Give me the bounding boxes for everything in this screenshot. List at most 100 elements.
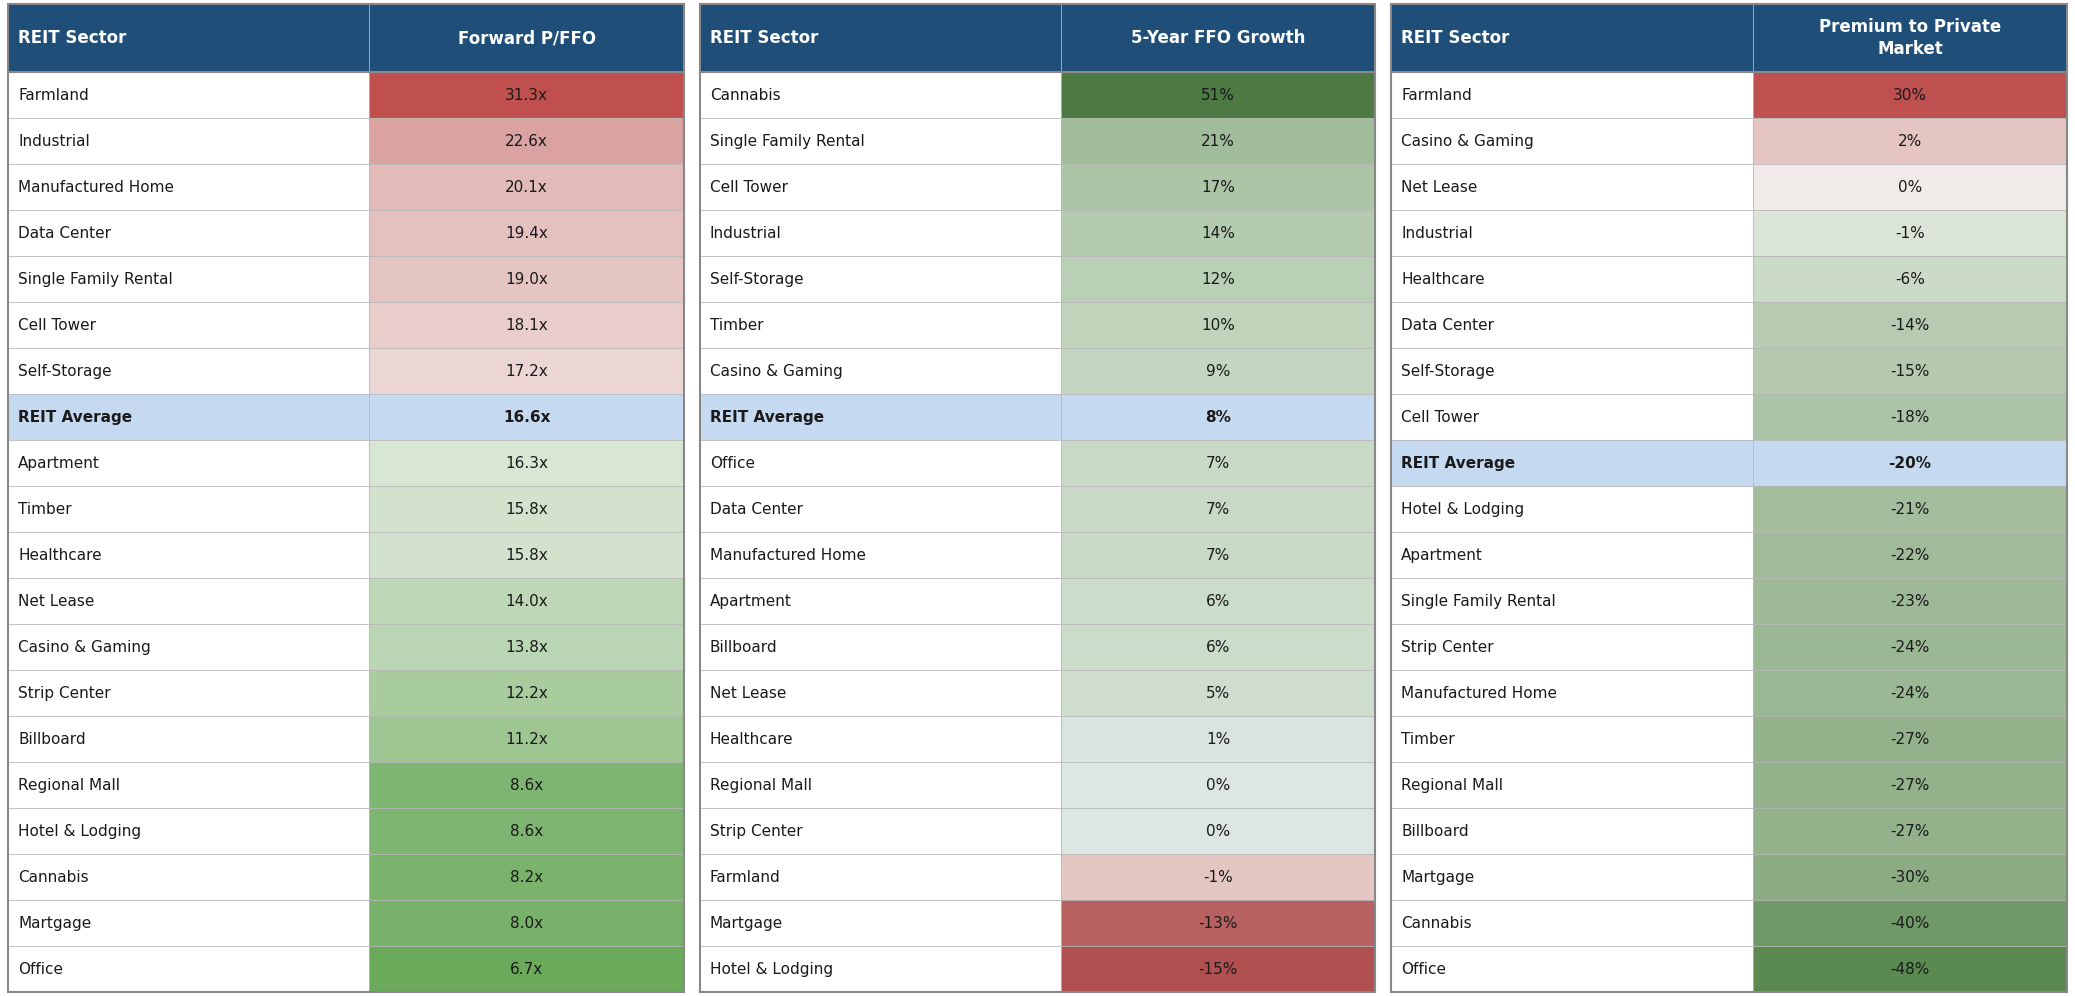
Bar (699, 4, 1060, 72)
Bar (1753, 762, 2067, 808)
Bar (1060, 210, 1376, 256)
Text: Regional Mall: Regional Mall (19, 778, 120, 793)
Bar (1753, 210, 2067, 256)
Text: Cannabis: Cannabis (1401, 915, 1471, 930)
Bar (1392, 302, 1753, 348)
Bar (1753, 72, 2067, 118)
Text: Cannabis: Cannabis (710, 88, 780, 103)
Bar (8, 210, 369, 256)
Bar (8, 72, 369, 118)
Bar (1392, 900, 1753, 946)
Text: 8.6x: 8.6x (510, 824, 544, 839)
Text: Martgage: Martgage (1401, 870, 1475, 884)
Bar (1753, 164, 2067, 210)
Bar (699, 4, 1376, 992)
Text: Office: Office (710, 455, 755, 470)
Bar (8, 624, 369, 670)
Text: Data Center: Data Center (710, 502, 803, 517)
Text: -24%: -24% (1890, 685, 1930, 700)
Bar (369, 394, 683, 440)
Text: 20.1x: 20.1x (504, 179, 548, 194)
Bar (369, 164, 683, 210)
Text: Farmland: Farmland (1401, 88, 1471, 103)
Bar (8, 486, 369, 532)
Text: -30%: -30% (1890, 870, 1930, 884)
Bar (1392, 256, 1753, 302)
Bar (8, 394, 369, 440)
Text: -20%: -20% (1888, 455, 1932, 470)
Bar (369, 716, 683, 762)
Text: -1%: -1% (1204, 870, 1233, 884)
Text: Hotel & Lodging: Hotel & Lodging (1401, 502, 1525, 517)
Bar (1753, 394, 2067, 440)
Bar (1392, 440, 1753, 486)
Bar (369, 4, 683, 72)
Bar (1392, 486, 1753, 532)
Bar (8, 762, 369, 808)
Text: 7%: 7% (1206, 548, 1230, 563)
Bar (8, 716, 369, 762)
Text: Net Lease: Net Lease (19, 594, 93, 609)
Text: Single Family Rental: Single Family Rental (710, 133, 865, 148)
Text: Single Family Rental: Single Family Rental (19, 272, 172, 287)
Text: Hotel & Lodging: Hotel & Lodging (710, 961, 832, 976)
Bar (699, 808, 1060, 854)
Bar (1392, 532, 1753, 578)
Text: REIT Sector: REIT Sector (19, 29, 127, 47)
Bar (699, 762, 1060, 808)
Bar (1060, 348, 1376, 394)
Text: 17.2x: 17.2x (504, 364, 548, 378)
Text: REIT Average: REIT Average (19, 409, 133, 424)
Bar (699, 900, 1060, 946)
Text: Healthcare: Healthcare (710, 731, 793, 746)
Text: Billboard: Billboard (1401, 824, 1469, 839)
Bar (1753, 486, 2067, 532)
Bar (8, 4, 683, 992)
Bar (369, 302, 683, 348)
Text: Manufactured Home: Manufactured Home (710, 548, 865, 563)
Text: 22.6x: 22.6x (504, 133, 548, 148)
Text: Office: Office (19, 961, 62, 976)
Bar (1753, 716, 2067, 762)
Bar (699, 946, 1060, 992)
Bar (1060, 946, 1376, 992)
Bar (8, 164, 369, 210)
Bar (1060, 762, 1376, 808)
Bar (1392, 854, 1753, 900)
Text: Premium to Private
Market: Premium to Private Market (1820, 18, 2000, 58)
Bar (1392, 670, 1753, 716)
Bar (8, 4, 369, 72)
Bar (369, 578, 683, 624)
Text: Industrial: Industrial (19, 133, 89, 148)
Text: -18%: -18% (1890, 409, 1930, 424)
Text: Billboard: Billboard (710, 639, 778, 654)
Text: -40%: -40% (1890, 915, 1930, 930)
Text: Healthcare: Healthcare (1401, 272, 1486, 287)
Text: 6.7x: 6.7x (510, 961, 544, 976)
Text: 12.2x: 12.2x (504, 685, 548, 700)
Bar (1060, 808, 1376, 854)
Bar (1753, 256, 2067, 302)
Bar (8, 900, 369, 946)
Text: 1%: 1% (1206, 731, 1230, 746)
Text: Hotel & Lodging: Hotel & Lodging (19, 824, 141, 839)
Text: 5%: 5% (1206, 685, 1230, 700)
Bar (1392, 716, 1753, 762)
Text: Martgage: Martgage (710, 915, 782, 930)
Bar (1392, 946, 1753, 992)
Bar (369, 210, 683, 256)
Bar (1392, 210, 1753, 256)
Bar (8, 946, 369, 992)
Text: Office: Office (1401, 961, 1446, 976)
Bar (1060, 118, 1376, 164)
Text: 8%: 8% (1206, 409, 1230, 424)
Text: Single Family Rental: Single Family Rental (1401, 594, 1556, 609)
Text: Strip Center: Strip Center (19, 685, 110, 700)
Text: Manufactured Home: Manufactured Home (1401, 685, 1558, 700)
Bar (1392, 394, 1753, 440)
Text: 10%: 10% (1201, 318, 1235, 333)
Bar (1060, 72, 1376, 118)
Text: Net Lease: Net Lease (1401, 179, 1477, 194)
Text: Martgage: Martgage (19, 915, 91, 930)
Bar (1753, 578, 2067, 624)
